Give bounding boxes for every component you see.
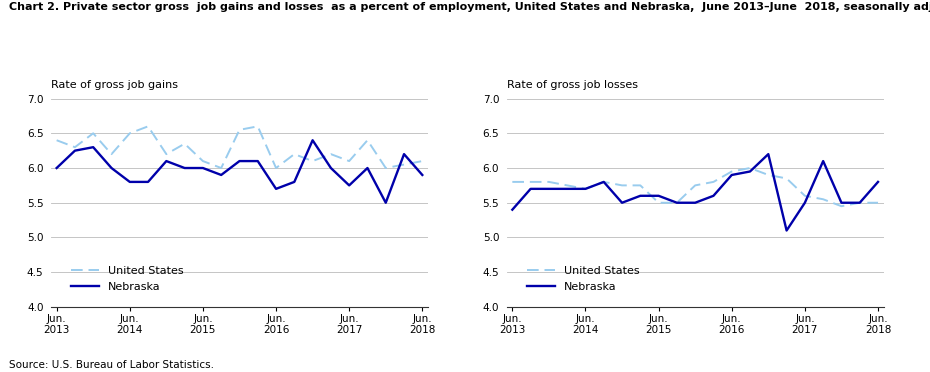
Legend: United States, Nebraska: United States, Nebraska <box>524 263 643 295</box>
Text: Source: U.S. Bureau of Labor Statistics.: Source: U.S. Bureau of Labor Statistics. <box>9 360 214 370</box>
Legend: United States, Nebraska: United States, Nebraska <box>68 263 187 295</box>
Text: Rate of gross job gains: Rate of gross job gains <box>51 80 179 90</box>
Text: Rate of gross job losses: Rate of gross job losses <box>507 80 638 90</box>
Text: Chart 2. Private sector gross  job gains and losses  as a percent of employment,: Chart 2. Private sector gross job gains … <box>9 2 930 12</box>
